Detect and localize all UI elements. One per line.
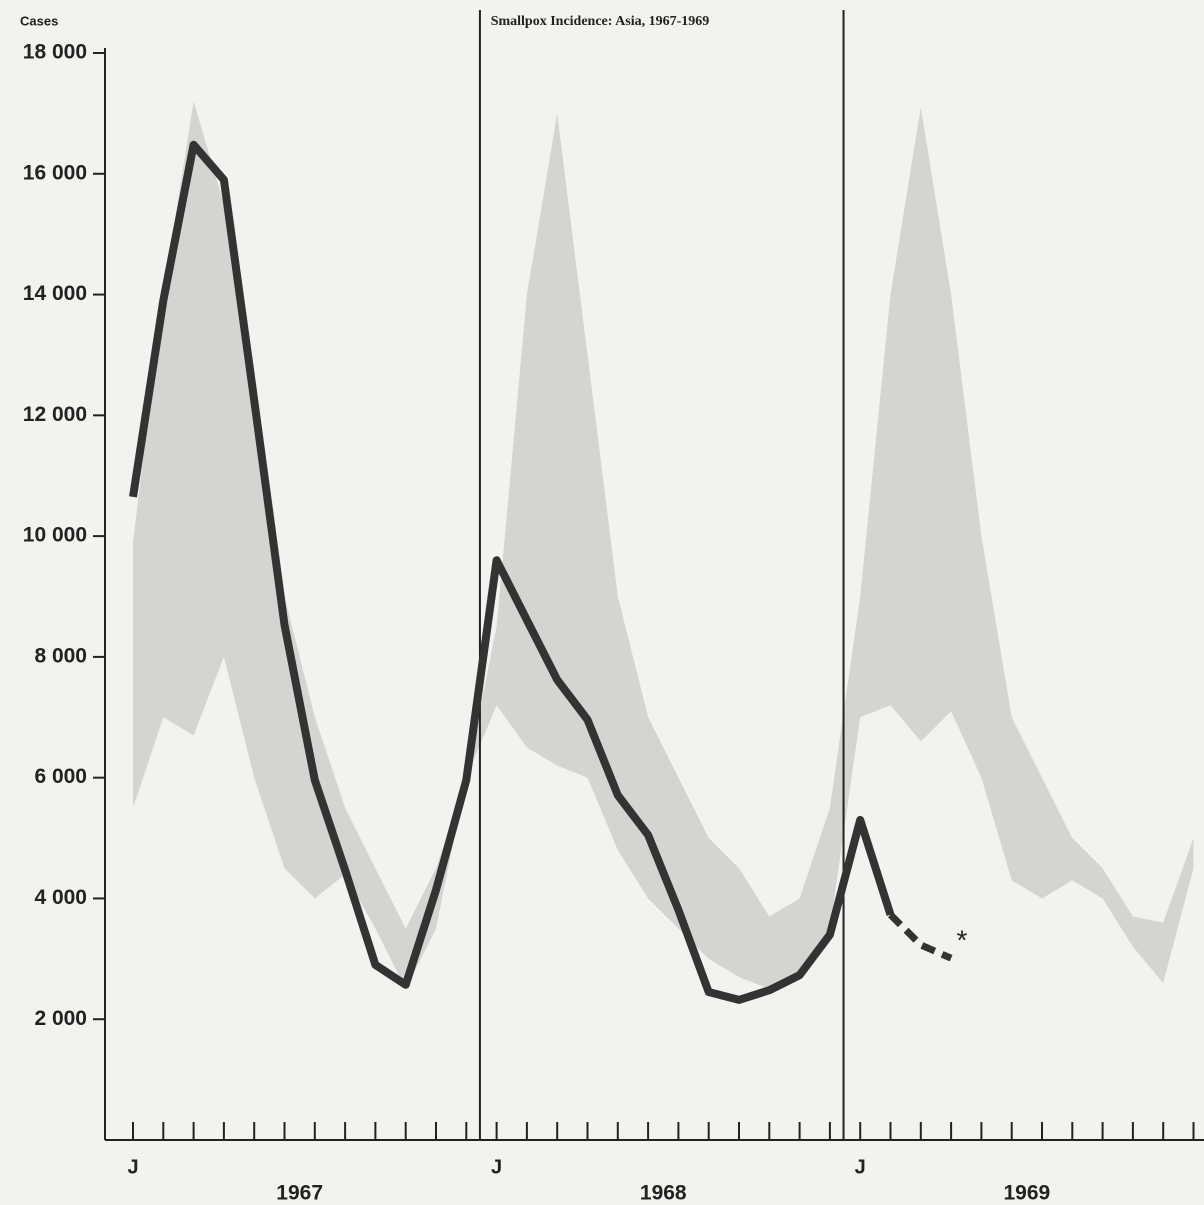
y-tick-label: 8 000 [34, 644, 87, 667]
chart-title: Smallpox Incidence: Asia, 1967-1969 [491, 14, 710, 29]
year-label: 1967 [276, 1182, 323, 1205]
y-tick-label: 4 000 [34, 886, 87, 909]
range-band [133, 101, 1194, 990]
y-tick-label: 12 000 [23, 403, 87, 426]
y-tick-label: 10 000 [23, 524, 87, 547]
y-tick-label: 6 000 [34, 765, 87, 788]
y-tick-label: 16 000 [23, 161, 87, 184]
y-tick-label: 14 000 [23, 282, 87, 305]
x-tick-label: J [127, 1156, 138, 1178]
x-tick-label: J [491, 1156, 502, 1178]
y-tick-label: 2 000 [34, 1007, 87, 1030]
year-label: 1968 [640, 1182, 687, 1205]
series-line [888, 912, 953, 962]
annotation: * [957, 924, 968, 955]
y-axis-label: Cases [20, 13, 58, 28]
y-tick-label: 18 000 [23, 41, 87, 64]
year-label: 1969 [1003, 1182, 1050, 1205]
x-tick-label: J [855, 1156, 866, 1178]
series-line [129, 140, 895, 1004]
